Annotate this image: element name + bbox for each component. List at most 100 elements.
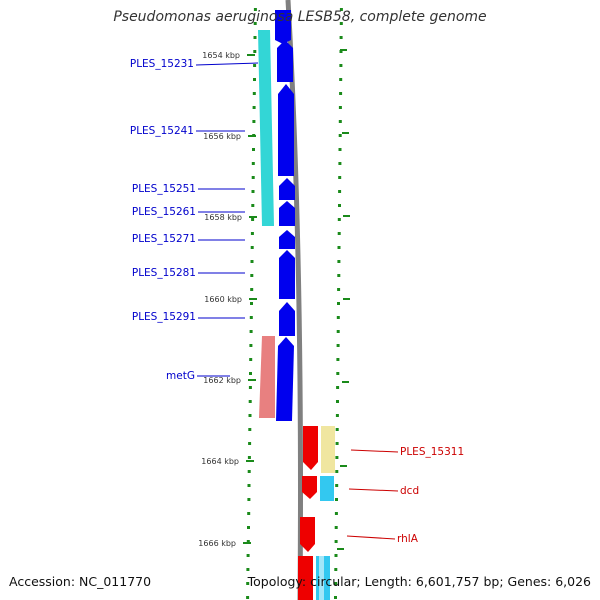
gene-label[interactable]: PLES_15281 (132, 267, 196, 279)
reverse-labels: PLES_15311 dcd rhlA (346, 446, 464, 545)
cds-arrow[interactable] (275, 10, 291, 44)
cds-arrow[interactable] (302, 476, 317, 499)
tick-dot (253, 50, 257, 53)
tick-dot (247, 526, 250, 529)
tick-dot (252, 92, 256, 95)
tick-track (246, 8, 343, 599)
tick-dot (246, 582, 250, 585)
cds-arrow[interactable] (279, 178, 295, 200)
tick-dot (334, 526, 338, 529)
tick-dot (338, 190, 342, 193)
gene-label[interactable]: PLES_15261 (132, 206, 196, 218)
tick-dot (334, 540, 338, 543)
tick-dot (248, 442, 252, 445)
tick-dot (336, 358, 340, 361)
tick-dot (337, 288, 341, 291)
tick-dot (252, 106, 256, 109)
tick-dot (253, 78, 256, 81)
tick-dot (249, 330, 253, 333)
tick-dot (336, 330, 340, 333)
tick-dot (335, 484, 339, 487)
cds-arrow[interactable] (279, 250, 295, 299)
forward-cds-track (275, 10, 295, 421)
tick-dot (337, 218, 341, 221)
gene-bar[interactable] (321, 426, 335, 473)
tick-dot (334, 512, 338, 515)
gene-bar[interactable] (320, 476, 334, 501)
tick-dot (337, 302, 340, 305)
gene-bar[interactable] (259, 336, 275, 418)
gene-label[interactable]: PLES_15311 (400, 446, 464, 458)
tick-dot (250, 232, 254, 235)
tick-dot (250, 260, 254, 263)
tick-dot (250, 302, 253, 305)
tick-dot (336, 400, 339, 403)
tick-dot (251, 176, 255, 179)
tick-dot (253, 64, 257, 67)
tick-dot (249, 344, 253, 347)
cds-arrow[interactable] (300, 517, 315, 552)
gene-label[interactable]: dcd (400, 485, 419, 497)
tick-dot (338, 148, 342, 151)
tick-dot (335, 470, 339, 473)
tick-dot (252, 120, 256, 123)
tick-dot (337, 246, 341, 249)
gene-label[interactable]: PLES_15231 (130, 58, 194, 70)
tick-dot (336, 316, 340, 319)
tick-dot (336, 372, 340, 375)
gene-bar[interactable] (258, 30, 274, 226)
tick-dot (251, 162, 255, 165)
gene-bar[interactable] (319, 556, 324, 600)
tick-dot (339, 50, 343, 53)
cds-arrow[interactable] (276, 337, 294, 421)
cds-arrow[interactable] (303, 426, 318, 470)
gene-label[interactable]: metG (166, 370, 195, 382)
scale-label: 1666 kbp (198, 539, 236, 548)
tick-dot (335, 498, 338, 501)
scale-axis-right (337, 49, 350, 550)
gene-label[interactable]: PLES_15291 (132, 311, 196, 323)
tick-dot (249, 372, 252, 375)
tick-dot (338, 176, 342, 179)
gene-label[interactable]: PLES_15241 (130, 125, 194, 137)
tick-dot (339, 8, 343, 11)
scale-label: 1658 kbp (204, 213, 242, 222)
tick-dot (253, 8, 257, 11)
cds-arrow[interactable] (298, 556, 313, 600)
tick-dot (339, 92, 343, 95)
tick-dot (335, 442, 339, 445)
tick-dot (246, 554, 250, 557)
reverse-gene-track (316, 426, 335, 600)
gene-label[interactable]: rhlA (397, 533, 419, 545)
tick-dot (338, 120, 342, 123)
cds-arrow[interactable] (277, 40, 293, 82)
tick-dot (338, 204, 341, 207)
tick-dot (247, 484, 251, 487)
gene-label[interactable]: PLES_15271 (132, 233, 196, 245)
scale-label: 1662 kbp (203, 376, 241, 385)
tick-dot (335, 456, 339, 459)
tick-dot (251, 218, 255, 221)
genome-summary: Topology: circular; Length: 6,601,757 bp… (247, 574, 591, 589)
cds-arrow[interactable] (279, 302, 295, 336)
tick-dot (337, 260, 341, 263)
cds-arrow[interactable] (278, 84, 294, 176)
accession-text: Accession: NC_011770 (9, 574, 152, 589)
tick-dot (336, 386, 340, 389)
gene-label[interactable]: PLES_15251 (132, 183, 196, 195)
tick-dot (250, 274, 254, 277)
tick-dot (252, 148, 255, 151)
tick-dot (337, 274, 341, 277)
tick-dot (334, 554, 338, 557)
cds-arrow[interactable] (279, 230, 295, 249)
tick-dot (338, 134, 342, 137)
forward-labels: PLES_15231 PLES_15241 PLES_15251 PLES_15… (130, 58, 259, 382)
tick-dot (339, 22, 343, 25)
forward-gene-track (258, 30, 275, 418)
scale-label: 1654 kbp (202, 51, 240, 60)
tick-dot (248, 386, 252, 389)
tick-dot (253, 22, 257, 25)
tick-dot (247, 470, 251, 473)
cds-arrow[interactable] (279, 201, 295, 226)
